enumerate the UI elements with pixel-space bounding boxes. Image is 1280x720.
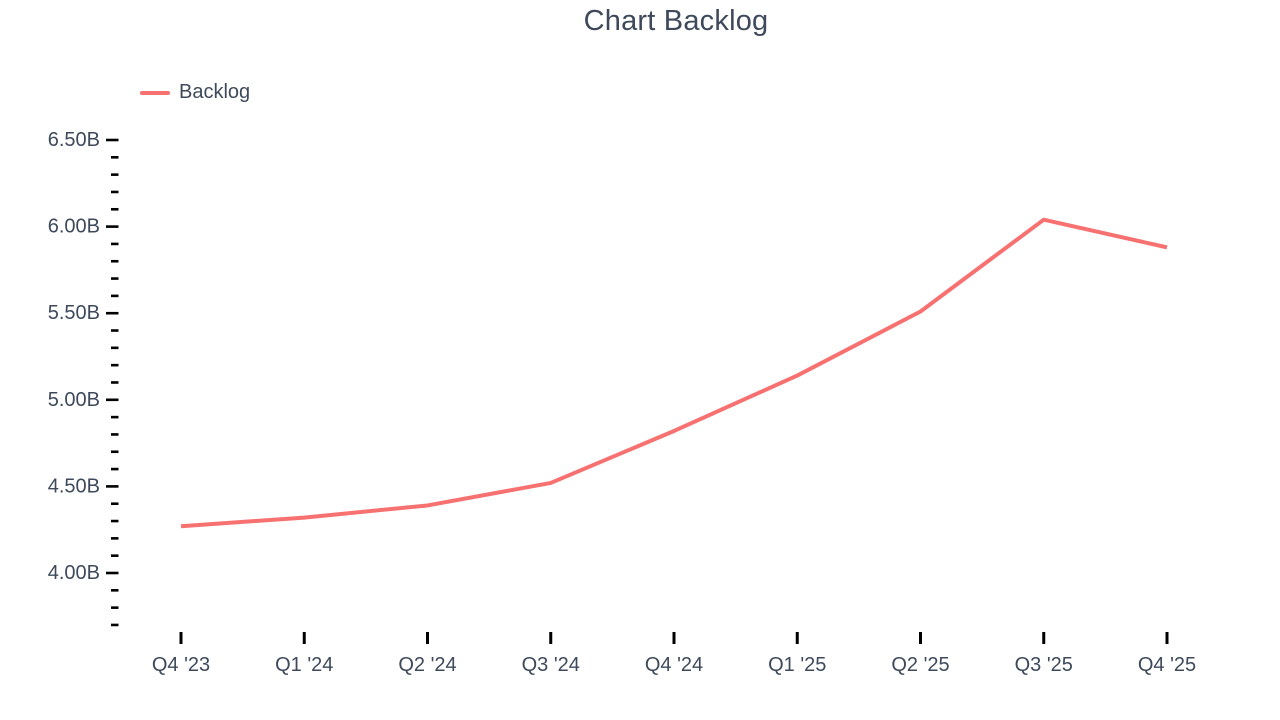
legend-label: Backlog — [179, 81, 251, 103]
x-axis-label: Q1 '24 — [275, 654, 333, 676]
legend-item-backlog[interactable]: Backlog — [140, 81, 250, 104]
x-axis-label: Q4 '23 — [152, 654, 210, 676]
legend: Backlog — [140, 81, 250, 104]
x-axis-label: Q3 '25 — [1015, 654, 1073, 676]
y-axis-label: 6.50B — [48, 129, 100, 151]
x-axis-label: Q4 '24 — [645, 654, 703, 676]
x-axis-label: Q2 '24 — [398, 654, 456, 676]
y-axis-label: 6.00B — [48, 216, 100, 238]
x-axis-label: Q2 '25 — [891, 654, 949, 676]
x-axis-label: Q1 '25 — [768, 654, 826, 676]
y-axis-label: 4.00B — [48, 562, 100, 584]
x-axis-label: Q4 '25 — [1138, 654, 1196, 676]
y-axis-label: 4.50B — [48, 475, 100, 497]
chart-title: Chart Backlog — [583, 5, 769, 37]
y-axis-label: 5.00B — [48, 389, 100, 411]
x-axis-label: Q3 '24 — [522, 654, 580, 676]
series-line-backlog[interactable] — [180, 217, 1168, 529]
legend-line-swatch — [140, 90, 170, 95]
y-axis-label: 5.50B — [48, 302, 100, 324]
